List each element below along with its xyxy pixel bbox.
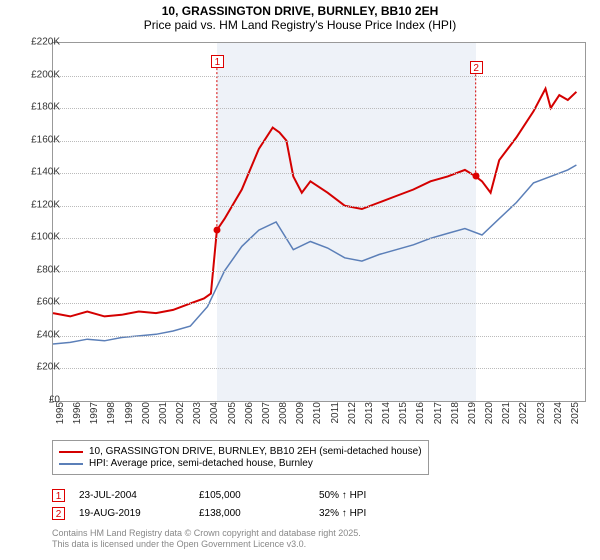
attribution-line: Contains HM Land Registry data © Crown c… xyxy=(52,528,361,539)
marker-row: 1 23-JUL-2004 £105,000 50% ↑ HPI xyxy=(52,486,439,504)
x-axis-label: 2010 xyxy=(312,402,323,432)
legend-box: 10, GRASSINGTON DRIVE, BURNLEY, BB10 2EH… xyxy=(52,440,429,475)
x-axis-label: 2016 xyxy=(415,402,426,432)
y-axis-label: £100K xyxy=(16,232,60,243)
marker-delta: 50% ↑ HPI xyxy=(319,490,439,501)
y-axis-label: £200K xyxy=(16,69,60,80)
y-axis-label: £120K xyxy=(16,199,60,210)
x-axis-label: 2019 xyxy=(467,402,478,432)
marker-price: £138,000 xyxy=(199,508,319,519)
x-axis-label: 2024 xyxy=(553,402,564,432)
attribution-text: Contains HM Land Registry data © Crown c… xyxy=(52,528,361,550)
y-axis-label: £180K xyxy=(16,102,60,113)
x-axis-label: 2012 xyxy=(347,402,358,432)
gridline xyxy=(53,271,585,272)
chart-container: 10, GRASSINGTON DRIVE, BURNLEY, BB10 2EH… xyxy=(0,0,600,560)
y-axis-label: £80K xyxy=(16,264,60,275)
x-axis-label: 2011 xyxy=(330,402,341,432)
x-axis-label: 2005 xyxy=(227,402,238,432)
x-axis-label: 2015 xyxy=(398,402,409,432)
x-axis-label: 2021 xyxy=(501,402,512,432)
marker-date: 19-AUG-2019 xyxy=(79,508,199,519)
attribution-line: This data is licensed under the Open Gov… xyxy=(52,539,361,550)
chart-svg xyxy=(53,43,585,401)
legend-label-hpi: HPI: Average price, semi-detached house,… xyxy=(89,458,313,469)
x-axis-label: 1997 xyxy=(89,402,100,432)
x-axis-label: 2006 xyxy=(244,402,255,432)
y-axis-label: £20K xyxy=(16,362,60,373)
marker-table: 1 23-JUL-2004 £105,000 50% ↑ HPI 2 19-AU… xyxy=(52,486,439,522)
marker-row: 2 19-AUG-2019 £138,000 32% ↑ HPI xyxy=(52,504,439,522)
title-subtitle: Price paid vs. HM Land Registry's House … xyxy=(0,18,600,32)
legend-row: 10, GRASSINGTON DRIVE, BURNLEY, BB10 2EH… xyxy=(59,446,422,457)
y-axis-label: £40K xyxy=(16,329,60,340)
x-axis-label: 1995 xyxy=(55,402,66,432)
x-axis-label: 2022 xyxy=(518,402,529,432)
x-axis-label: 2014 xyxy=(381,402,392,432)
marker-dot xyxy=(472,173,479,180)
gridline xyxy=(53,76,585,77)
x-axis-label: 1996 xyxy=(72,402,83,432)
gridline xyxy=(53,108,585,109)
marker-label: 1 xyxy=(211,55,224,68)
series-line-property xyxy=(53,89,576,317)
x-axis-label: 2003 xyxy=(192,402,203,432)
title-block: 10, GRASSINGTON DRIVE, BURNLEY, BB10 2EH… xyxy=(0,0,600,32)
legend-swatch-hpi xyxy=(59,463,83,465)
y-axis-label: £160K xyxy=(16,134,60,145)
chart-plot-area: 12 xyxy=(52,42,586,402)
gridline xyxy=(53,206,585,207)
x-axis-label: 2025 xyxy=(570,402,581,432)
y-axis-label: £60K xyxy=(16,297,60,308)
marker-dot xyxy=(213,227,220,234)
gridline xyxy=(53,238,585,239)
marker-badge: 2 xyxy=(52,507,65,520)
marker-label: 2 xyxy=(470,61,483,74)
marker-date: 23-JUL-2004 xyxy=(79,490,199,501)
gridline xyxy=(53,303,585,304)
x-axis-label: 2000 xyxy=(141,402,152,432)
series-line-hpi xyxy=(53,165,576,344)
x-axis-label: 2020 xyxy=(484,402,495,432)
x-axis-label: 2023 xyxy=(536,402,547,432)
legend-swatch-property xyxy=(59,451,83,453)
x-axis-label: 1998 xyxy=(106,402,117,432)
x-axis-label: 2013 xyxy=(364,402,375,432)
gridline xyxy=(53,141,585,142)
x-axis-label: 1999 xyxy=(124,402,135,432)
gridline xyxy=(53,368,585,369)
x-axis-label: 2001 xyxy=(158,402,169,432)
marker-delta: 32% ↑ HPI xyxy=(319,508,439,519)
gridline xyxy=(53,336,585,337)
legend-label-property: 10, GRASSINGTON DRIVE, BURNLEY, BB10 2EH… xyxy=(89,446,422,457)
y-axis-label: £140K xyxy=(16,167,60,178)
x-axis-label: 2007 xyxy=(261,402,272,432)
x-axis-label: 2009 xyxy=(295,402,306,432)
marker-badge: 1 xyxy=(52,489,65,502)
x-axis-label: 2004 xyxy=(209,402,220,432)
y-axis-label: £0 xyxy=(16,395,60,406)
legend-row: HPI: Average price, semi-detached house,… xyxy=(59,458,422,469)
x-axis-label: 2002 xyxy=(175,402,186,432)
x-axis-label: 2008 xyxy=(278,402,289,432)
x-axis-label: 2017 xyxy=(433,402,444,432)
marker-price: £105,000 xyxy=(199,490,319,501)
gridline xyxy=(53,173,585,174)
y-axis-label: £220K xyxy=(16,37,60,48)
title-address: 10, GRASSINGTON DRIVE, BURNLEY, BB10 2EH xyxy=(0,4,600,18)
x-axis-label: 2018 xyxy=(450,402,461,432)
